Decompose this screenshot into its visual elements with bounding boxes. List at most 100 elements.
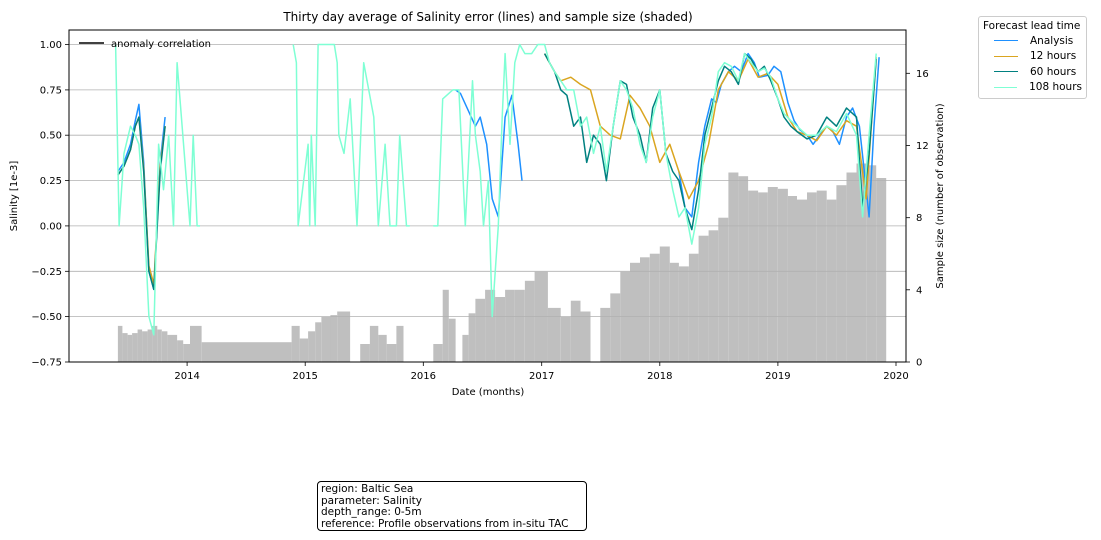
sample-size-bar	[142, 331, 148, 362]
y-tick-label: 0.75	[40, 85, 62, 96]
sample-size-bar	[846, 172, 857, 362]
sample-size-bar	[580, 311, 591, 362]
legend-item-12-hours: 12 hours	[983, 49, 1082, 65]
sample-size-bar	[167, 334, 178, 362]
y-tick-label: 0.50	[40, 131, 62, 142]
sample-size-bar	[315, 322, 322, 362]
legend-swatch-12-hours	[994, 55, 1018, 57]
y2-tick-label: 0	[916, 358, 922, 369]
sample-size-bar	[787, 196, 797, 362]
sample-size-bar	[738, 176, 749, 362]
y2-tick-label: 16	[916, 69, 929, 80]
sample-size-bar	[876, 178, 887, 362]
sample-size-bar	[152, 325, 158, 362]
sample-size-bar	[560, 316, 571, 362]
legend-label-12-hours: 12 hours	[1030, 50, 1077, 63]
legend-swatch-60-hours	[994, 71, 1018, 73]
sample-size-bar	[698, 235, 709, 362]
sample-size-bar	[117, 325, 123, 362]
legend-title: Forecast lead time	[983, 20, 1081, 32]
sample-size-bar	[708, 230, 719, 362]
y-tick-label: 0.00	[40, 221, 62, 232]
sample-size-bar	[688, 253, 699, 362]
sample-size-bar	[505, 289, 515, 362]
legend-item-60-hours: 60 hours	[983, 64, 1082, 80]
sample-size-bar	[610, 293, 621, 362]
sample-size-bar	[137, 329, 143, 362]
sample-size-bar	[856, 163, 867, 362]
inner-legend: anomaly correlation	[79, 39, 211, 50]
y-axis-label: Salinity [1e-3]	[9, 161, 20, 232]
y-tick-label: 1.00	[40, 40, 62, 51]
sample-size-bar	[570, 300, 581, 362]
sample-size-bar	[201, 342, 292, 362]
sample-size-bar	[308, 331, 316, 362]
sample-size-bar	[448, 318, 456, 362]
x-axis-label: Date (months)	[452, 387, 525, 398]
legend-label-108-hours: 108 hours	[1029, 81, 1082, 94]
y-axis-ticks: 1.00 0.75 0.50 0.25 0.00 −0.25 −0.50 −0.75	[31, 40, 69, 369]
x-tick-label: 2019	[765, 371, 790, 382]
sample-size-bar	[485, 289, 496, 362]
x-tick-label: 2020	[883, 371, 908, 382]
sample-size-bar	[468, 313, 476, 362]
sample-size-bar	[433, 344, 443, 362]
info-reference: reference: Profile observations from in-…	[321, 518, 569, 531]
sample-size-bar	[132, 333, 138, 362]
sample-size-bar	[866, 165, 877, 362]
sample-size-bar	[378, 334, 387, 362]
x-tick-label: 2017	[529, 371, 554, 382]
sample-size-bar	[386, 344, 397, 362]
sample-size-bar	[122, 333, 128, 362]
sample-size-bar	[807, 192, 817, 362]
sample-size-bar	[767, 187, 778, 362]
legend-item-108-hours: 108 hours	[983, 80, 1082, 96]
sample-size-bar	[728, 172, 739, 362]
y-tick-label: −0.50	[31, 312, 62, 323]
sample-size-bar	[127, 334, 133, 362]
sample-size-bars	[117, 163, 887, 362]
sample-size-bar	[330, 315, 338, 362]
sample-size-bar	[836, 185, 847, 362]
sample-size-bar	[321, 316, 331, 362]
y2-tick-label: 4	[916, 285, 922, 296]
sample-size-bar	[360, 344, 370, 362]
sample-size-bar	[337, 311, 351, 362]
sample-size-bar	[369, 325, 379, 362]
plot-frame	[68, 29, 907, 363]
y-tick-label: 0.25	[40, 176, 62, 187]
y-tick-label: −0.25	[31, 267, 62, 278]
sample-size-bar	[659, 246, 670, 362]
sample-size-bar	[462, 334, 469, 362]
legend-swatch-analysis	[994, 40, 1018, 42]
sample-size-bar	[190, 325, 202, 362]
sample-size-bar	[299, 338, 309, 362]
legend-label-60-hours: 60 hours	[1030, 65, 1077, 78]
legend-swatch-108-hours	[994, 86, 1018, 88]
sample-size-bar	[630, 262, 640, 362]
y2-axis-ticks: 0 4 8 12 16	[906, 69, 929, 369]
x-tick-label: 2018	[647, 371, 672, 382]
sample-size-bar	[777, 188, 788, 362]
x-tick-label: 2014	[174, 371, 199, 382]
sample-size-bar	[495, 297, 506, 362]
sample-size-bar	[826, 199, 837, 362]
sample-size-bar	[600, 307, 611, 362]
y-tick-label: −0.75	[31, 358, 62, 369]
sample-size-bar	[669, 262, 679, 362]
sample-size-bar	[547, 307, 561, 362]
sample-size-bar	[718, 217, 729, 362]
y2-axis-label: Sample size (number of observation)	[935, 103, 946, 288]
info-depth-range: depth_range: 0-5m	[321, 506, 422, 519]
legend-label-analysis: Analysis	[1030, 34, 1074, 47]
lead-time-legend: Forecast lead time Analysis 12 hours 60 …	[978, 16, 1087, 99]
sample-size-bar	[797, 199, 807, 362]
sample-size-bar	[514, 289, 525, 362]
sample-size-bar	[475, 298, 486, 362]
x-axis-ticks: 2014 2015 2016 2017 2018 2019 2020	[174, 362, 909, 382]
sample-size-bar	[177, 340, 184, 362]
info-parameter: parameter: Salinity	[321, 494, 422, 507]
sample-size-bar	[816, 190, 827, 362]
chart-title: Thirty day average of Salinity error (li…	[282, 10, 692, 24]
info-box: region: Baltic Sea parameter: Salinity d…	[317, 481, 587, 531]
